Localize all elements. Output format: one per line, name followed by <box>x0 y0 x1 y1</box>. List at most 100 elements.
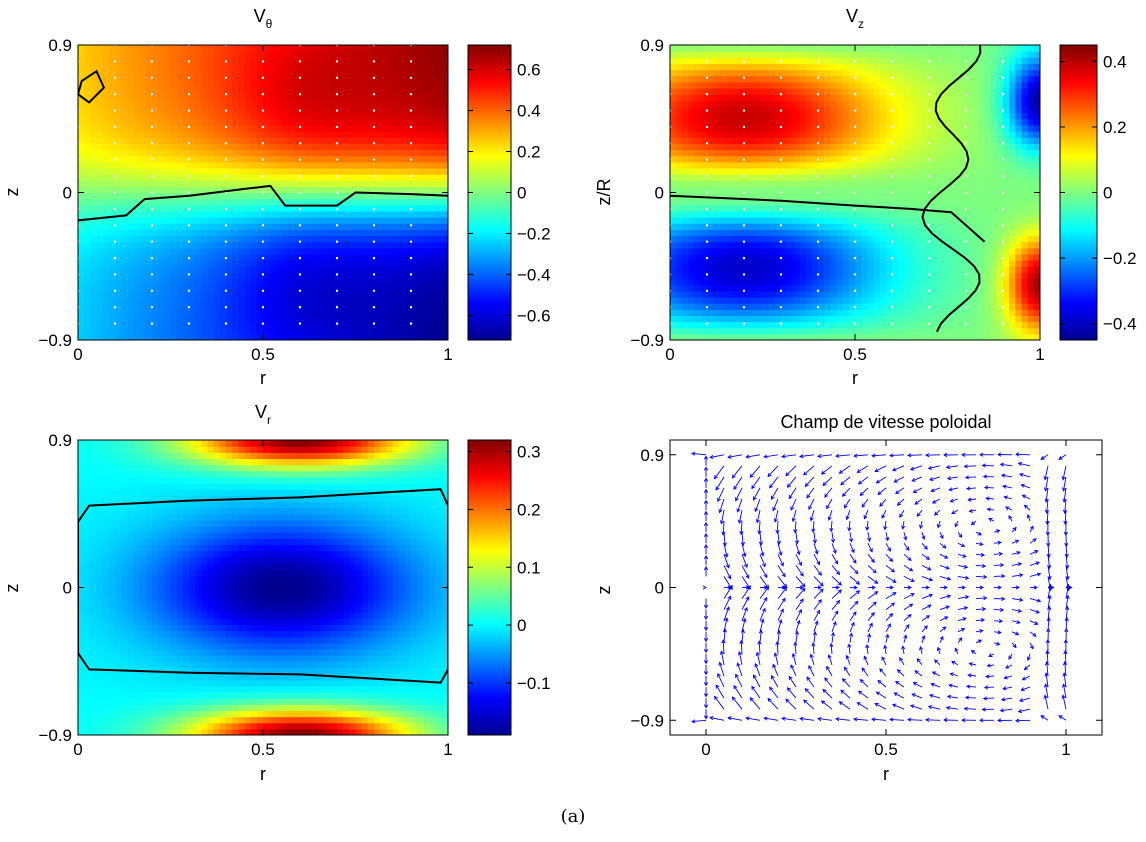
measurement-point <box>150 60 154 63</box>
heat-cell <box>312 217 320 224</box>
heat-cell <box>182 247 190 255</box>
heat-cell <box>96 192 104 200</box>
heat-cell <box>256 266 264 273</box>
heat-cell <box>824 198 831 206</box>
heat-cell <box>682 290 690 298</box>
heat-cell <box>885 124 893 132</box>
heat-cell <box>799 217 807 224</box>
heat-cell <box>842 186 850 194</box>
heat-cell <box>343 210 350 218</box>
heat-cell <box>281 100 289 108</box>
heat-cell <box>127 260 135 267</box>
heat-cell <box>269 198 276 206</box>
heat-cell <box>115 75 122 83</box>
heat-cell <box>287 210 295 218</box>
heat-cell <box>824 321 831 329</box>
heat-cell <box>133 333 141 340</box>
heat-cell <box>306 143 313 151</box>
heat-cell <box>867 180 875 187</box>
heat-cell <box>374 137 381 144</box>
heat-cell <box>176 333 184 340</box>
heat-cell <box>182 241 190 249</box>
heat-cell <box>115 235 122 243</box>
heat-cell <box>435 217 443 224</box>
heat-cell <box>885 266 893 273</box>
heat-cell <box>768 124 776 132</box>
heat-cell <box>238 333 246 340</box>
heat-cell <box>145 100 153 108</box>
heat-cell <box>102 155 110 163</box>
heat-cell <box>201 235 209 243</box>
heat-cell <box>725 155 733 163</box>
heat-cell <box>885 94 893 101</box>
heat-cell <box>90 247 98 255</box>
heat-cell <box>176 51 184 58</box>
heat-cell <box>842 69 850 77</box>
heat-cell <box>182 235 190 243</box>
heat-cell <box>392 94 400 101</box>
heat-cell <box>201 327 209 335</box>
heat-cell <box>725 235 733 243</box>
heat-cell <box>737 100 745 108</box>
heat-cell <box>127 321 135 329</box>
heat-cell <box>293 260 301 267</box>
heat-cell <box>885 45 893 52</box>
heat-cell <box>713 51 720 58</box>
heat-cell <box>355 174 363 181</box>
heat-cell <box>145 309 153 317</box>
heat-cell <box>343 309 350 317</box>
heat-cell <box>670 88 677 95</box>
heat-cell <box>694 333 702 340</box>
heat-cell <box>355 284 363 292</box>
heat-cell <box>281 155 289 163</box>
heat-cell <box>232 88 239 95</box>
heat-cell <box>219 260 227 267</box>
heat-cell <box>774 315 782 323</box>
heat-cell <box>337 161 344 169</box>
heat-cell <box>164 241 172 249</box>
heat-cell <box>232 192 239 200</box>
heat-cell <box>824 94 831 101</box>
heat-cell <box>139 100 147 108</box>
heat-cell <box>904 81 912 89</box>
heat-cell <box>423 272 431 280</box>
heat-cell <box>226 204 233 212</box>
heat-cell <box>799 51 807 58</box>
heat-cell <box>121 204 128 212</box>
heat-cell <box>133 149 141 157</box>
heat-cell <box>682 204 690 212</box>
heat-cell <box>818 303 825 310</box>
heat-cell <box>793 124 801 132</box>
heat-cell <box>78 210 85 218</box>
heat-cell <box>238 223 246 230</box>
heat-cell <box>688 100 696 108</box>
heat-cell <box>404 63 412 71</box>
heat-cell <box>848 253 856 261</box>
heat-cell <box>158 63 165 71</box>
heat-cell <box>90 118 98 126</box>
heat-cell <box>361 143 369 151</box>
measurement-point <box>335 191 339 194</box>
heat-cell <box>133 235 141 243</box>
heat-cell <box>102 260 110 267</box>
heat-cell <box>256 198 264 206</box>
heat-cell <box>398 81 406 89</box>
heat-cell <box>275 137 283 144</box>
heat-cell <box>164 296 172 304</box>
heat-cell <box>725 247 733 255</box>
heat-cell <box>102 333 110 340</box>
heat-cell <box>398 333 406 340</box>
heat-cell <box>78 309 85 317</box>
heat-cell <box>287 260 295 267</box>
heat-cell <box>367 51 375 58</box>
heat-cell <box>392 155 400 163</box>
heat-cell <box>207 75 215 83</box>
heat-cell <box>380 51 387 58</box>
heat-cell <box>263 266 270 273</box>
heat-cell <box>842 45 850 52</box>
heat-cell <box>189 180 196 187</box>
heat-cell <box>781 247 788 255</box>
heat-cell <box>781 223 788 230</box>
heat-cell <box>892 186 899 194</box>
heat-cell <box>774 137 782 144</box>
